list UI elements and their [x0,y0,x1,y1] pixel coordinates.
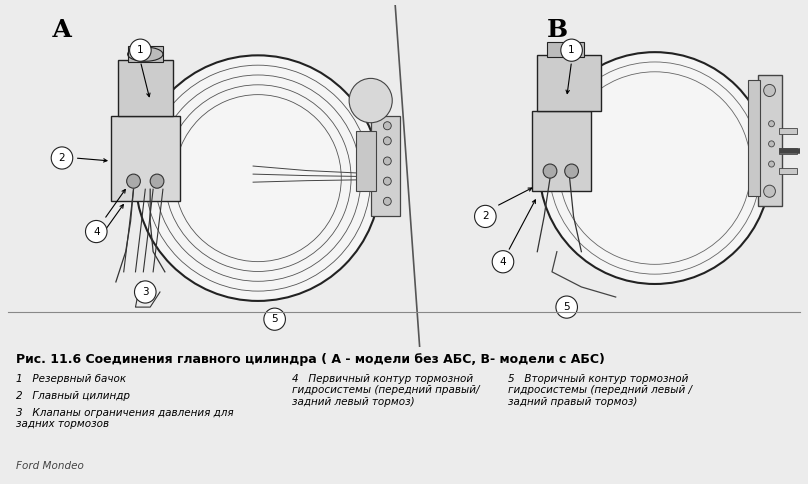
Bar [532,111,591,191]
Bar [111,116,179,201]
Text: В: В [546,18,567,42]
Circle shape [384,137,391,145]
Text: 1   Резервный бачок: 1 Резервный бачок [16,374,126,384]
Text: Рис. 11.6 Соединения главного цилиндра ( А - модели без АБС, В- модели с АБС): Рис. 11.6 Соединения главного цилиндра (… [16,353,605,366]
Circle shape [768,161,774,167]
Circle shape [561,39,583,61]
Circle shape [384,177,391,185]
Text: 3   Клапаны ограничения давления для
задних тормозов: 3 Клапаны ограничения давления для задни… [16,408,234,429]
Circle shape [134,281,156,303]
Circle shape [543,164,557,178]
Circle shape [492,251,514,273]
Bar [371,116,400,216]
Circle shape [556,296,578,318]
Bar [780,168,797,174]
Circle shape [768,141,774,147]
Text: А: А [52,18,72,42]
Ellipse shape [539,52,771,284]
Bar [537,55,601,111]
Text: 4: 4 [499,257,507,267]
Bar [118,60,173,116]
Text: 2: 2 [482,212,489,221]
Circle shape [51,147,73,169]
Circle shape [127,174,141,188]
Circle shape [129,39,151,61]
Bar [748,80,760,197]
Circle shape [768,121,774,127]
Circle shape [384,121,391,130]
Text: 1: 1 [568,45,575,55]
Circle shape [349,78,392,123]
Text: 2   Главный цилиндр: 2 Главный цилиндр [16,391,130,401]
Circle shape [264,308,285,330]
Text: 5   Вторичный контур тормозной
гидросистемы (передний левый /
задний правый торм: 5 Вторичный контур тормозной гидросистем… [508,374,692,407]
Circle shape [565,164,579,178]
Text: 4   Первичный контур тормозной
гидросистемы (передний правый/
задний левый тормо: 4 Первичный контур тормозной гидросистем… [292,374,480,407]
Circle shape [764,84,776,96]
Bar [758,76,782,206]
Circle shape [86,220,107,242]
Circle shape [384,157,391,165]
Circle shape [150,174,164,188]
Circle shape [384,197,391,205]
Text: Ford Mondeo: Ford Mondeo [16,461,84,470]
Text: 5: 5 [271,314,278,324]
Text: 3: 3 [142,287,149,297]
Bar [356,131,376,191]
Circle shape [474,205,496,227]
Ellipse shape [136,55,381,301]
Bar [128,46,163,62]
Bar [547,42,584,57]
Circle shape [764,185,776,197]
Text: 5: 5 [563,302,570,312]
Text: 2: 2 [59,153,65,163]
Text: 1: 1 [137,45,144,55]
Text: 4: 4 [93,227,99,237]
Bar [780,128,797,134]
Bar [780,148,797,154]
